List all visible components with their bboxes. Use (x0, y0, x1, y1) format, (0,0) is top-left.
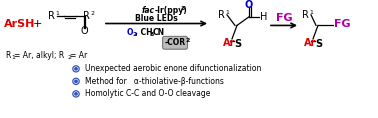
Circle shape (75, 93, 77, 95)
Text: 2: 2 (133, 32, 137, 37)
Text: 1: 1 (226, 10, 229, 15)
Text: fac: fac (141, 6, 155, 15)
Text: R: R (48, 11, 55, 21)
Text: 2: 2 (90, 11, 94, 16)
Text: 1: 1 (56, 11, 59, 16)
Text: CN: CN (153, 28, 165, 37)
Text: Ar: Ar (304, 38, 316, 48)
Circle shape (75, 68, 77, 70)
Text: +: + (32, 19, 42, 29)
Text: Homolytic C-C and O-O cleavage: Homolytic C-C and O-O cleavage (85, 89, 211, 98)
Text: , CH: , CH (135, 28, 153, 37)
Text: Ar: Ar (223, 38, 235, 48)
Text: Method for   α-thiolative-β-functions: Method for α-thiolative-β-functions (85, 77, 224, 86)
Text: FG: FG (276, 13, 292, 23)
Text: = Ar: = Ar (70, 51, 87, 60)
Text: O: O (127, 28, 133, 37)
Text: S: S (234, 39, 241, 49)
Text: Unexpected aerobic enone difunctionalization: Unexpected aerobic enone difunctionaliza… (85, 64, 261, 73)
Text: R: R (302, 10, 309, 20)
Text: R: R (218, 10, 225, 20)
Text: 2: 2 (186, 38, 190, 43)
Text: 1: 1 (310, 10, 313, 15)
Text: R: R (83, 11, 90, 21)
Text: = Ar, alkyl; R: = Ar, alkyl; R (14, 51, 64, 60)
Text: S: S (315, 39, 322, 49)
Text: 3: 3 (150, 32, 154, 37)
Text: H: H (260, 12, 267, 22)
Text: ArSH: ArSH (4, 19, 36, 29)
Text: -Ir(ppy): -Ir(ppy) (155, 6, 187, 15)
Text: -COR: -COR (164, 38, 186, 47)
Text: 1: 1 (11, 55, 15, 60)
Text: O: O (245, 0, 253, 10)
Circle shape (75, 80, 77, 82)
Text: FG: FG (334, 19, 351, 30)
Text: Blue LEDs: Blue LEDs (135, 14, 178, 23)
Text: O: O (80, 26, 88, 36)
Text: R: R (5, 51, 10, 60)
Text: 3: 3 (181, 6, 185, 11)
Text: 2: 2 (67, 55, 71, 60)
